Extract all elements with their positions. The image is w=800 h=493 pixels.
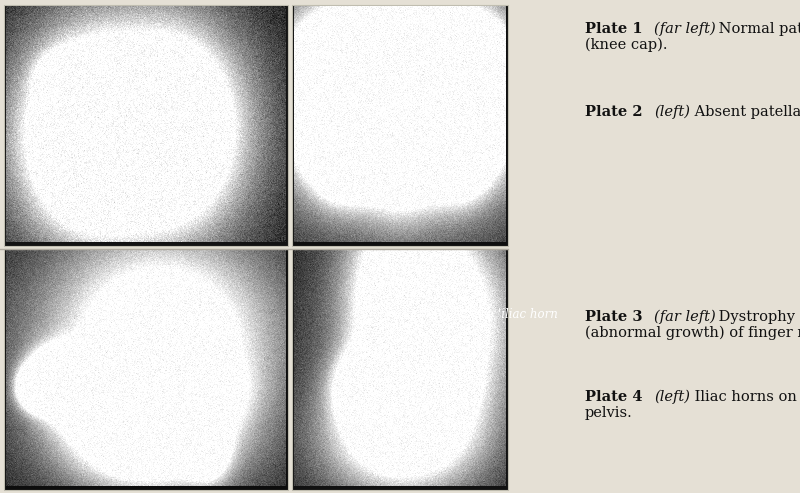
- Text: Absent patella.: Absent patella.: [690, 105, 800, 119]
- Text: Plate 2: Plate 2: [585, 105, 642, 119]
- Text: pelvis.: pelvis.: [585, 406, 633, 420]
- Text: (left): (left): [654, 105, 690, 119]
- Text: (far left): (far left): [654, 22, 716, 36]
- Text: Plate 1: Plate 1: [585, 22, 642, 36]
- Bar: [4, 5, 288, 246]
- Text: 'iliac horn: 'iliac horn: [498, 308, 558, 321]
- Text: (abnormal growth) of finger nails.: (abnormal growth) of finger nails.: [585, 326, 800, 340]
- Text: Plate 4: Plate 4: [585, 390, 642, 404]
- Text: Normal patella: Normal patella: [714, 22, 800, 36]
- Bar: [292, 5, 508, 246]
- Text: Dystrophy: Dystrophy: [714, 310, 795, 324]
- Text: (far left): (far left): [654, 310, 716, 324]
- Bar: [292, 249, 508, 490]
- Text: Plate 3: Plate 3: [585, 310, 642, 324]
- Text: Iliac horns on: Iliac horns on: [690, 390, 797, 404]
- Text: (left): (left): [654, 390, 690, 404]
- Text: (knee cap).: (knee cap).: [585, 38, 667, 52]
- Bar: [4, 249, 288, 490]
